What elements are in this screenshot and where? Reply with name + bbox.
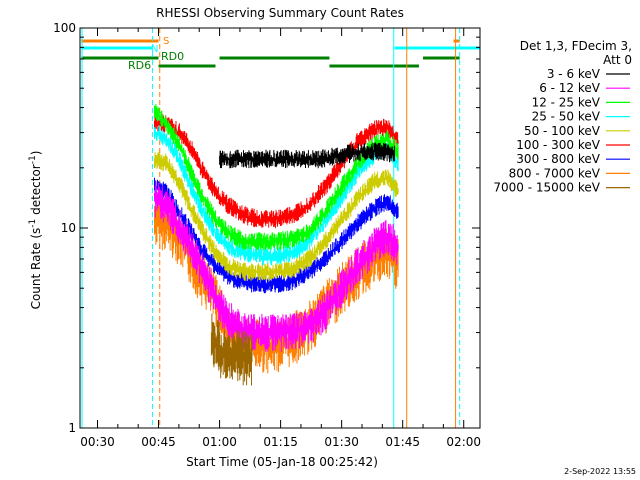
footer-timestamp: 2-Sep-2022 13:55 <box>564 467 636 476</box>
flag-label: N <box>151 44 158 55</box>
legend-entry-label: 12 - 25 keV <box>532 95 601 109</box>
y-label-mid: detector <box>29 164 43 219</box>
y-label-sup2: -1 <box>28 155 38 164</box>
x-tick-label: 02:00 <box>446 435 481 449</box>
legend-entry-label: 7000 - 15000 keV <box>493 181 600 195</box>
legend-entry-label: 300 - 800 keV <box>516 152 600 166</box>
series-line <box>154 180 399 352</box>
x-tick-label: 00:45 <box>141 435 176 449</box>
flag-label: RD6 <box>128 59 151 72</box>
x-axis-label: Start Time (05-Jan-18 00:25:42) <box>186 455 378 469</box>
flag-label: RD0 <box>161 50 184 63</box>
legend-entry-label: 6 - 12 keV <box>539 81 601 95</box>
y-axis: 1 10 100 <box>53 21 480 435</box>
chart-title: RHESSI Observing Summary Count Rates <box>156 6 404 20</box>
legend-header-line2: Att 0 <box>603 53 632 67</box>
legend-entry-label: 50 - 100 keV <box>524 124 601 138</box>
series-line <box>210 313 253 386</box>
legend-entry-label: 100 - 300 keV <box>516 138 600 152</box>
y-label-sup1: -1 <box>28 219 38 228</box>
legend-header-line1: Det 1,3, FDecim 3, <box>520 39 632 53</box>
x-axis: 00:30 00:45 01:00 01:15 01:30 01:45 02:00 <box>80 28 481 449</box>
y-label-end: ) <box>29 151 43 156</box>
legend-entry-label: 3 - 6 keV <box>547 67 601 81</box>
x-tick-label: 01:15 <box>263 435 298 449</box>
series-line <box>154 151 399 282</box>
y-axis-label: Count Rate (s-1 detector-1) <box>28 151 43 310</box>
x-tick-label: 01:00 <box>202 435 237 449</box>
attenuator-markers <box>81 28 461 428</box>
flag-label: S <box>163 36 169 47</box>
series-lines <box>154 104 399 386</box>
legend-entry-label: 800 - 7000 keV <box>509 166 601 180</box>
plot-frame <box>79 27 481 429</box>
y-tick-label: 100 <box>53 21 76 35</box>
x-tick-label: 01:30 <box>324 435 359 449</box>
x-tick-label: 01:45 <box>385 435 420 449</box>
series-line <box>219 142 395 169</box>
y-tick-label: 1 <box>68 421 76 435</box>
y-label-main: Count Rate (s <box>29 228 43 310</box>
x-tick-label: 00:30 <box>80 435 115 449</box>
legend-entry-label: 25 - 50 keV <box>532 110 601 124</box>
svg-text:Count Rate (s-1 detector-1): Count Rate (s-1 detector-1) <box>28 151 43 310</box>
y-tick-label: 10 <box>61 221 76 235</box>
